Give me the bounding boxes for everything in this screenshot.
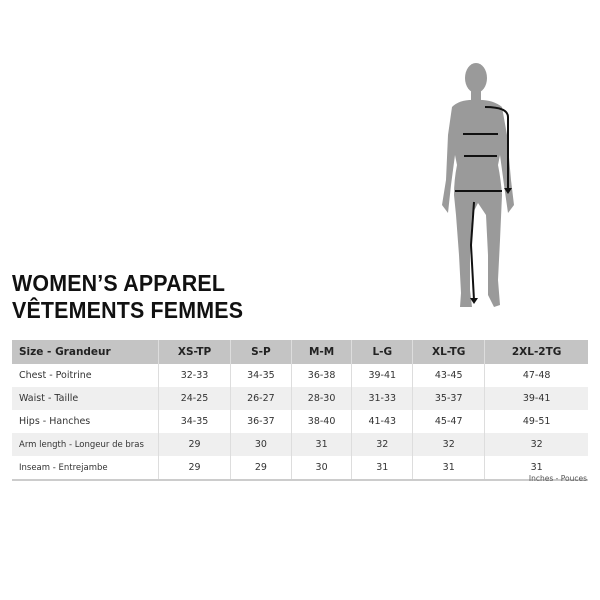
woman-silhouette bbox=[442, 63, 514, 307]
title-english: WOMEN’S APPAREL bbox=[12, 270, 226, 296]
table-cell: 47-48 bbox=[484, 364, 588, 387]
table-cell: 32 bbox=[484, 433, 588, 456]
table-cell: 49-51 bbox=[484, 410, 588, 433]
table-cell: 31 bbox=[412, 456, 485, 481]
row-label: Arm length - Longeur de bras bbox=[12, 433, 159, 456]
table-cell: 41-43 bbox=[351, 410, 413, 433]
header-xl: XL-TG bbox=[412, 340, 485, 364]
row-label: Inseam - Entrejambe bbox=[12, 456, 159, 481]
table-row: Arm length - Longeur de bras 29 30 31 32 32 32 bbox=[12, 433, 588, 456]
table-header-row: Size - Grandeur XS-TP S-P M-M L-G XL-TG … bbox=[12, 340, 588, 364]
title-french: VÊTEMENTS FEMMES bbox=[12, 297, 244, 323]
table-cell: 39-41 bbox=[351, 364, 413, 387]
table-cell: 45-47 bbox=[412, 410, 485, 433]
table-cell: 31-33 bbox=[351, 387, 413, 410]
table-cell: 30 bbox=[290, 456, 352, 481]
table-row: Chest - Poitrine 32-33 34-35 36-38 39-41 43-4… bbox=[12, 364, 588, 387]
size-chart-table: Size - Grandeur XS-TP S-P M-M L-G XL-TG … bbox=[12, 340, 588, 481]
header-size: Size - Grandeur bbox=[12, 340, 159, 364]
table-cell: 28-30 bbox=[290, 387, 352, 410]
table-row: Inseam - Entrejambe 29 29 30 31 31 31 bbox=[12, 456, 588, 481]
header-l: L-G bbox=[351, 340, 413, 364]
table-cell: 34-35 bbox=[230, 364, 292, 387]
header-xs: XS-TP bbox=[157, 340, 231, 364]
table-cell: 32 bbox=[351, 433, 413, 456]
units-note: Inches - Pouces bbox=[528, 474, 587, 483]
table-cell: 43-45 bbox=[412, 364, 485, 387]
table-cell: 36-38 bbox=[290, 364, 352, 387]
table-cell: 38-40 bbox=[290, 410, 352, 433]
table-cell: 31 bbox=[484, 456, 588, 481]
table-cell: 32-33 bbox=[157, 364, 231, 387]
table-row: Hips - Hanches 34-35 36-37 38-40 41-43 45-47 4… bbox=[12, 410, 588, 433]
table-cell: 30 bbox=[230, 433, 292, 456]
row-label: Hips - Hanches bbox=[19, 416, 91, 427]
table-cell: 36-37 bbox=[230, 410, 292, 433]
body-measurement-figure bbox=[442, 63, 514, 307]
table-cell: 29 bbox=[157, 433, 231, 456]
header-s: S-P bbox=[230, 340, 292, 364]
header-2xl: 2XL-2TG bbox=[484, 340, 588, 364]
table-row: Waist - Taille 24-25 26-27 28-30 31-33 35-37 3… bbox=[12, 387, 588, 410]
table-cell: 31 bbox=[290, 433, 352, 456]
row-label: Waist - Taille bbox=[12, 387, 159, 410]
table-cell: 31 bbox=[351, 456, 413, 481]
measurement-arrows bbox=[455, 106, 512, 304]
table-cell: 29 bbox=[230, 456, 292, 481]
table-cell: 34-35 bbox=[157, 410, 231, 433]
table-cell: 39-41 bbox=[484, 387, 588, 410]
table-cell: 26-27 bbox=[230, 387, 292, 410]
table-cell: 29 bbox=[157, 456, 231, 481]
row-label: Chest - Poitrine bbox=[19, 370, 92, 381]
table-cell: 24-25 bbox=[157, 387, 231, 410]
table-cell: 32 bbox=[412, 433, 485, 456]
table-cell: 35-37 bbox=[412, 387, 485, 410]
header-m: M-M bbox=[290, 340, 352, 364]
